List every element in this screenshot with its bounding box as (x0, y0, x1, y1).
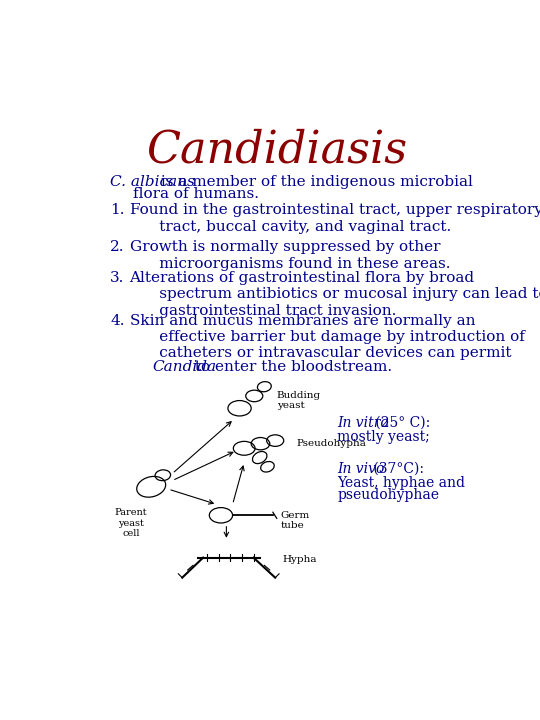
Text: Growth is normally suppressed by other
      microorganisms found in these areas: Growth is normally suppressed by other m… (130, 240, 450, 271)
Text: Candida: Candida (153, 360, 217, 374)
Text: flora of humans.: flora of humans. (133, 186, 259, 200)
Text: pseudohyphae: pseudohyphae (337, 488, 439, 503)
Text: In vitro: In vitro (337, 416, 389, 430)
Text: 2.: 2. (110, 240, 125, 254)
Text: mostly yeast;: mostly yeast; (337, 430, 430, 444)
Text: Budding
yeast: Budding yeast (277, 390, 321, 410)
Text: Found in the gastrointestinal tract, upper respiratory
      tract, buccal cavit: Found in the gastrointestinal tract, upp… (130, 204, 540, 233)
Text: C. albicans: C. albicans (110, 175, 195, 189)
Text: Parent
yeast
cell: Parent yeast cell (114, 508, 147, 538)
Text: Hypha: Hypha (283, 554, 318, 564)
Text: Alterations of gastrointestinal flora by broad
      spectrum antibiotics or muc: Alterations of gastrointestinal flora by… (130, 271, 540, 318)
Text: to enter the bloodstream.: to enter the bloodstream. (190, 360, 392, 374)
Text: Pseudohypha: Pseudohypha (296, 439, 366, 448)
Text: (25° C):: (25° C): (370, 416, 430, 430)
Text: Candidiasis: Candidiasis (146, 129, 407, 172)
Text: In vivo: In vivo (337, 462, 384, 476)
Text: Yeast, hyphae and: Yeast, hyphae and (337, 476, 465, 490)
Text: 4.: 4. (110, 313, 125, 328)
Text: is a member of the indigenous microbial: is a member of the indigenous microbial (156, 175, 473, 189)
Text: 3.: 3. (110, 271, 125, 285)
Text: 1.: 1. (110, 204, 125, 217)
Text: Skin and mucus membranes are normally an
      effective barrier but damage by i: Skin and mucus membranes are normally an… (130, 313, 524, 376)
Text: (37°C):: (37°C): (369, 462, 424, 476)
Text: Germ
tube: Germ tube (281, 510, 310, 530)
